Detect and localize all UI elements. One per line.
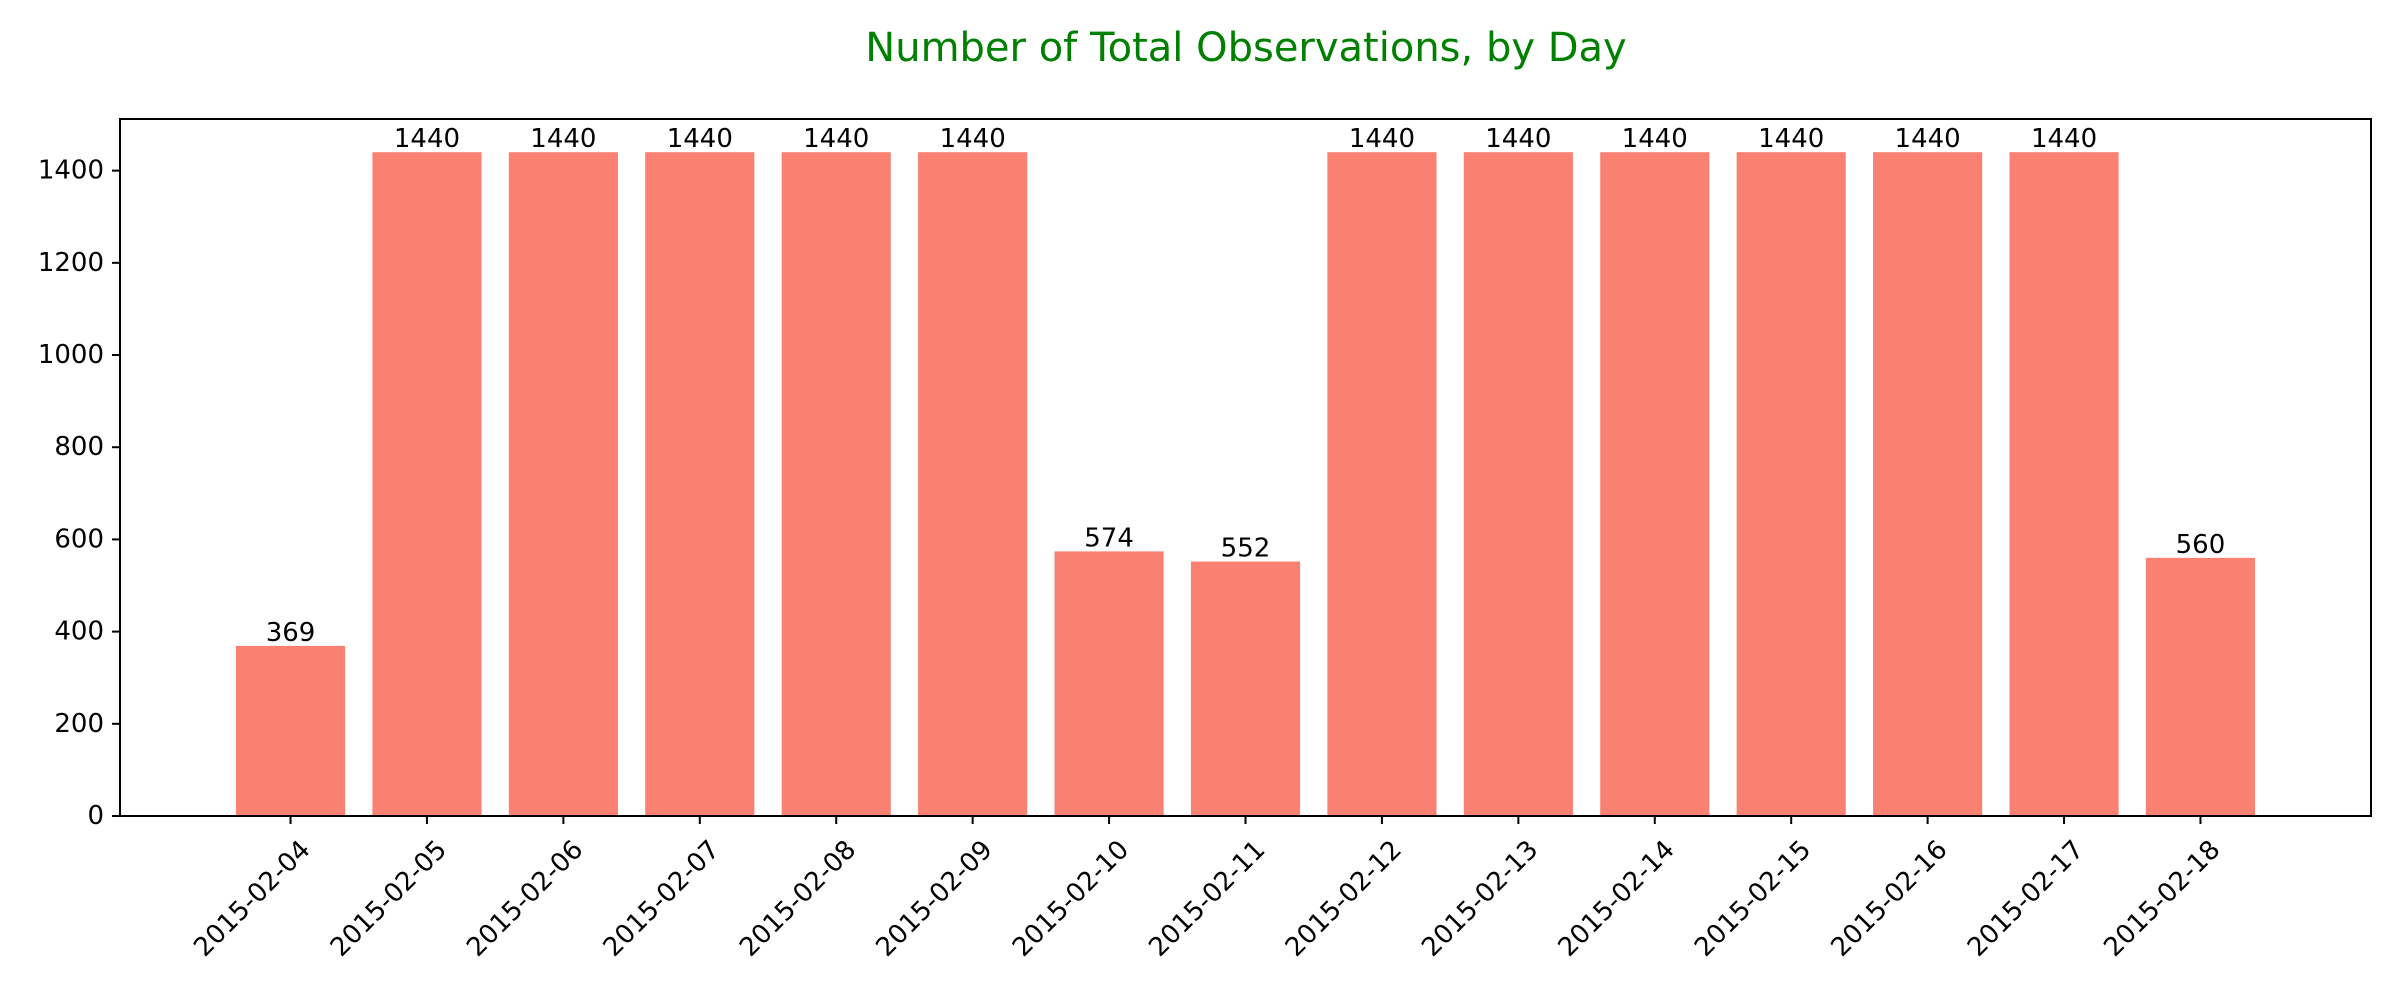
bar-2015-02-09 xyxy=(918,152,1028,816)
x-tick-label: 2015-02-18 xyxy=(2098,835,2226,963)
x-tick-label: 2015-02-12 xyxy=(1280,835,1408,963)
data-label-2015-02-05: 1440 xyxy=(394,124,460,154)
data-labels-layer: 369 1440 1440 1440 1440 1440 574 552 1440 1440 144… xyxy=(266,124,2226,648)
bar-2015-02-15 xyxy=(1736,152,1846,816)
bar-2015-02-14 xyxy=(1600,152,1710,816)
data-label-2015-02-18: 560 xyxy=(2176,530,2226,560)
bar-2015-02-17 xyxy=(2009,152,2119,816)
bar-2015-02-18 xyxy=(2145,557,2256,816)
y-tick-label: 800 xyxy=(54,432,104,462)
data-label-2015-02-09: 1440 xyxy=(940,124,1006,154)
x-tick-label: 2015-02-13 xyxy=(1416,835,1544,963)
y-tick-label: 600 xyxy=(54,524,104,554)
y-tick-label: 0 xyxy=(87,801,104,831)
bar-2015-02-08 xyxy=(781,152,891,816)
y-tick-label: 1000 xyxy=(38,340,104,370)
x-tick-label: 2015-02-09 xyxy=(871,835,999,963)
x-tick-label: 2015-02-07 xyxy=(598,835,726,963)
bar-2015-02-04 xyxy=(235,645,346,816)
data-label-2015-02-11: 552 xyxy=(1221,534,1271,564)
x-tick-label: 2015-02-05 xyxy=(325,835,453,963)
y-tick-label: 1400 xyxy=(38,156,104,186)
bar-2015-02-05 xyxy=(372,152,482,816)
data-label-2015-02-15: 1440 xyxy=(1758,124,1824,154)
bar-2015-02-06 xyxy=(508,152,618,816)
data-label-2015-02-10: 574 xyxy=(1084,523,1134,553)
x-tick-label: 2015-02-04 xyxy=(188,835,316,963)
bar-2015-02-11 xyxy=(1190,561,1301,816)
x-tick-label: 2015-02-11 xyxy=(1143,835,1271,963)
x-tick-label: 2015-02-17 xyxy=(1962,835,2090,963)
data-label-2015-02-13: 1440 xyxy=(1485,124,1551,154)
bar-2015-02-10 xyxy=(1054,551,1164,816)
data-label-2015-02-17: 1440 xyxy=(2031,124,2097,154)
data-label-2015-02-07: 1440 xyxy=(667,124,733,154)
x-tick-label: 2015-02-14 xyxy=(1553,835,1681,963)
data-label-2015-02-12: 1440 xyxy=(1349,124,1415,154)
y-tick-label: 200 xyxy=(54,709,104,739)
chart-title: Number of Total Observations, by Day xyxy=(865,25,1626,71)
y-axis: 0 200 400 600 800 1000 1200 1400 xyxy=(38,156,120,831)
bar-2015-02-12 xyxy=(1327,152,1437,816)
y-tick-label: 1200 xyxy=(38,248,104,278)
x-tick-label: 2015-02-10 xyxy=(1007,835,1135,963)
bars-layer xyxy=(235,152,2256,816)
data-label-2015-02-14: 1440 xyxy=(1622,124,1688,154)
y-tick-label: 400 xyxy=(54,617,104,647)
data-label-2015-02-08: 1440 xyxy=(803,124,869,154)
data-label-2015-02-06: 1440 xyxy=(530,124,596,154)
bar-2015-02-07 xyxy=(645,152,755,816)
x-tick-label: 2015-02-15 xyxy=(1689,835,1817,963)
data-label-2015-02-16: 1440 xyxy=(1895,124,1961,154)
plot-frame xyxy=(119,118,2372,817)
x-axis: 2015-02-04 2015-02-05 2015-02-06 2015-02-07… xyxy=(188,816,2226,963)
x-tick-label: 2015-02-16 xyxy=(1826,835,1954,963)
x-tick-label: 2015-02-08 xyxy=(734,835,862,963)
x-tick-label: 2015-02-06 xyxy=(461,835,589,963)
bar-2015-02-13 xyxy=(1463,152,1573,816)
bar-2015-02-16 xyxy=(1873,152,1983,816)
data-label-2015-02-04: 369 xyxy=(266,618,316,648)
